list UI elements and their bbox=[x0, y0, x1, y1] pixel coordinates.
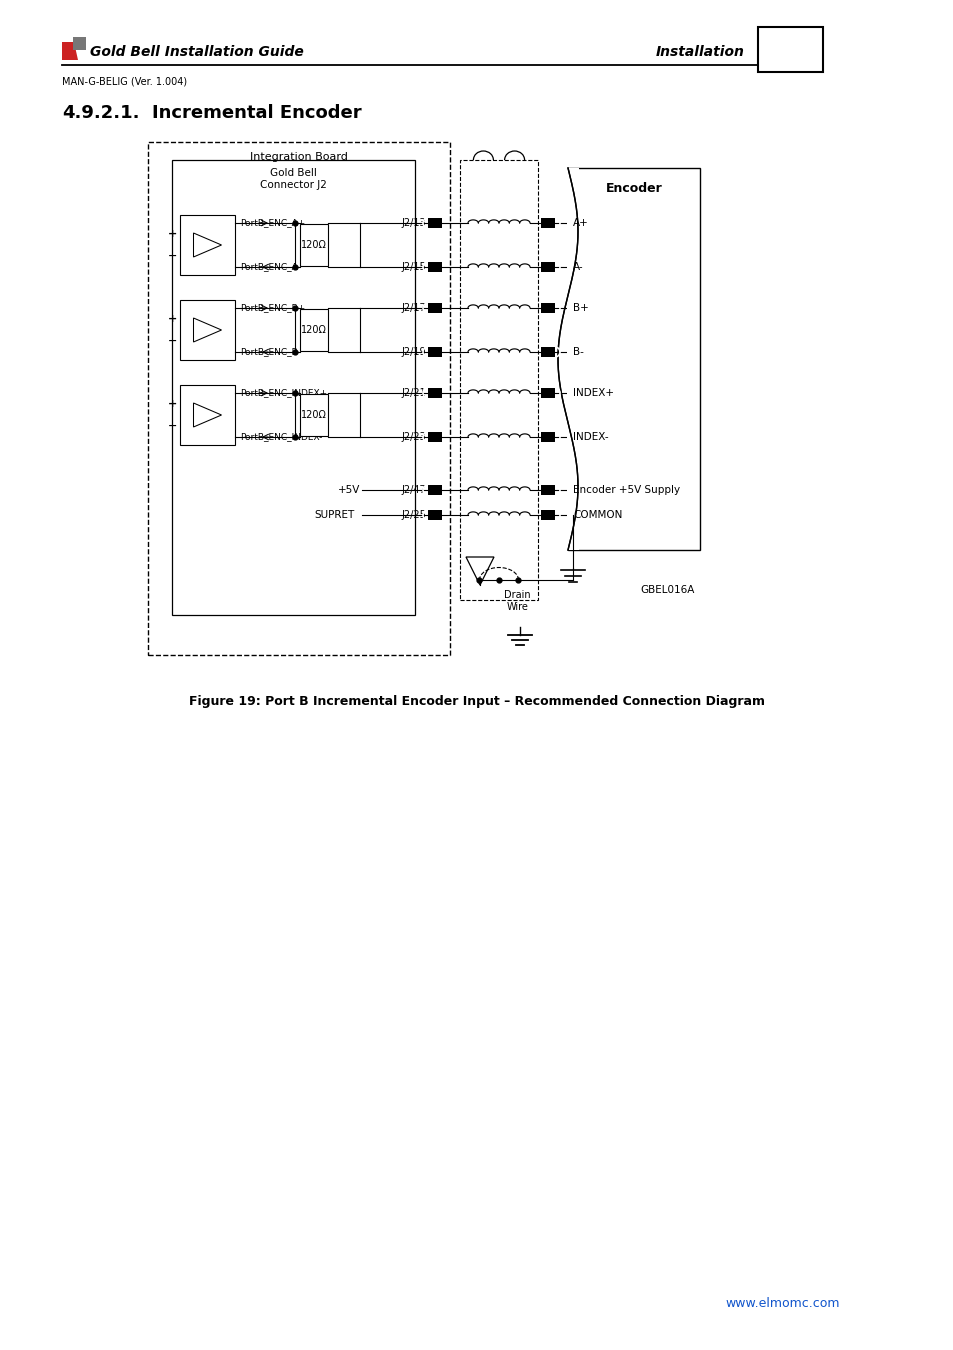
Text: GBEL016A: GBEL016A bbox=[640, 585, 695, 595]
Bar bbox=[428, 432, 441, 441]
Text: COMMON: COMMON bbox=[573, 510, 621, 520]
Polygon shape bbox=[62, 42, 78, 59]
Text: Integration Board: Integration Board bbox=[250, 153, 348, 162]
Text: PortB_ENC_A+: PortB_ENC_A+ bbox=[240, 219, 305, 228]
Text: +: + bbox=[168, 400, 177, 409]
Text: INDEX+: INDEX+ bbox=[573, 387, 614, 398]
Bar bbox=[540, 510, 555, 520]
Text: PortB_ENC_B-: PortB_ENC_B- bbox=[240, 347, 301, 356]
Bar bbox=[428, 510, 441, 520]
Text: Figure 19: Port B Incremental Encoder Input – Recommended Connection Diagram: Figure 19: Port B Incremental Encoder In… bbox=[189, 695, 764, 707]
Bar bbox=[299, 224, 328, 266]
Text: −: − bbox=[168, 336, 177, 346]
Text: −: − bbox=[168, 251, 177, 261]
Bar bbox=[540, 217, 555, 228]
Text: −: − bbox=[168, 421, 177, 431]
Bar bbox=[540, 432, 555, 441]
Text: +5V: +5V bbox=[337, 485, 359, 495]
Bar bbox=[540, 485, 555, 495]
Text: A+: A+ bbox=[573, 217, 588, 228]
Text: B-: B- bbox=[573, 347, 583, 356]
Text: 52: 52 bbox=[776, 39, 802, 58]
Text: J2/21: J2/21 bbox=[401, 387, 426, 398]
Bar bbox=[73, 36, 86, 50]
Text: J2/25: J2/25 bbox=[400, 510, 426, 520]
Text: Encoder +5V Supply: Encoder +5V Supply bbox=[573, 485, 679, 495]
Text: B+: B+ bbox=[573, 302, 588, 313]
Text: +: + bbox=[168, 315, 177, 324]
Text: Drain
Wire: Drain Wire bbox=[503, 590, 530, 612]
Text: A-: A- bbox=[573, 262, 583, 271]
Text: Gold Bell Installation Guide: Gold Bell Installation Guide bbox=[90, 45, 303, 59]
Text: 120Ω: 120Ω bbox=[301, 240, 327, 250]
Text: J2/23: J2/23 bbox=[401, 432, 426, 441]
Text: PortB_ENC_B+: PortB_ENC_B+ bbox=[240, 304, 305, 312]
Text: MAN-G-BELIG (Ver. 1.004): MAN-G-BELIG (Ver. 1.004) bbox=[62, 77, 187, 86]
Bar bbox=[180, 385, 234, 446]
Bar bbox=[299, 394, 328, 436]
Bar bbox=[172, 161, 415, 616]
Text: +: + bbox=[168, 230, 177, 239]
Bar bbox=[299, 309, 328, 351]
Bar bbox=[428, 302, 441, 313]
Bar bbox=[180, 215, 234, 275]
Text: Installation: Installation bbox=[656, 45, 744, 59]
Bar bbox=[540, 347, 555, 356]
Bar bbox=[428, 485, 441, 495]
Text: PortB_ENC_A-: PortB_ENC_A- bbox=[240, 262, 300, 271]
Bar bbox=[459, 161, 537, 599]
Bar bbox=[428, 262, 441, 271]
Bar bbox=[428, 347, 441, 356]
Bar bbox=[540, 302, 555, 313]
Bar bbox=[566, 167, 578, 549]
Bar bbox=[148, 142, 450, 655]
Text: INDEX-: INDEX- bbox=[573, 432, 608, 441]
Text: SUPRET: SUPRET bbox=[314, 510, 355, 520]
Bar bbox=[540, 262, 555, 271]
Text: 4.9.2.1.: 4.9.2.1. bbox=[62, 104, 139, 122]
Bar bbox=[758, 27, 822, 72]
Text: 120Ω: 120Ω bbox=[301, 410, 327, 420]
Text: J2/15: J2/15 bbox=[401, 262, 426, 271]
Text: PortB_ENC_INDEX+: PortB_ENC_INDEX+ bbox=[240, 389, 327, 397]
Bar bbox=[428, 387, 441, 398]
Bar bbox=[567, 167, 700, 549]
Bar bbox=[540, 387, 555, 398]
Text: Gold Bell
Connector J2: Gold Bell Connector J2 bbox=[260, 167, 327, 189]
Text: J2/47: J2/47 bbox=[401, 485, 426, 495]
Text: J2/17: J2/17 bbox=[401, 302, 426, 313]
Text: www.elmomc.com: www.elmomc.com bbox=[724, 1297, 840, 1310]
Text: Encoder: Encoder bbox=[605, 182, 661, 194]
Text: J2/13: J2/13 bbox=[401, 217, 426, 228]
Bar bbox=[428, 217, 441, 228]
Text: J2/19: J2/19 bbox=[401, 347, 426, 356]
Bar bbox=[180, 300, 234, 360]
Text: PortB_ENC_INDEX-: PortB_ENC_INDEX- bbox=[240, 432, 322, 441]
Text: Incremental Encoder: Incremental Encoder bbox=[152, 104, 361, 122]
Text: 120Ω: 120Ω bbox=[301, 325, 327, 335]
